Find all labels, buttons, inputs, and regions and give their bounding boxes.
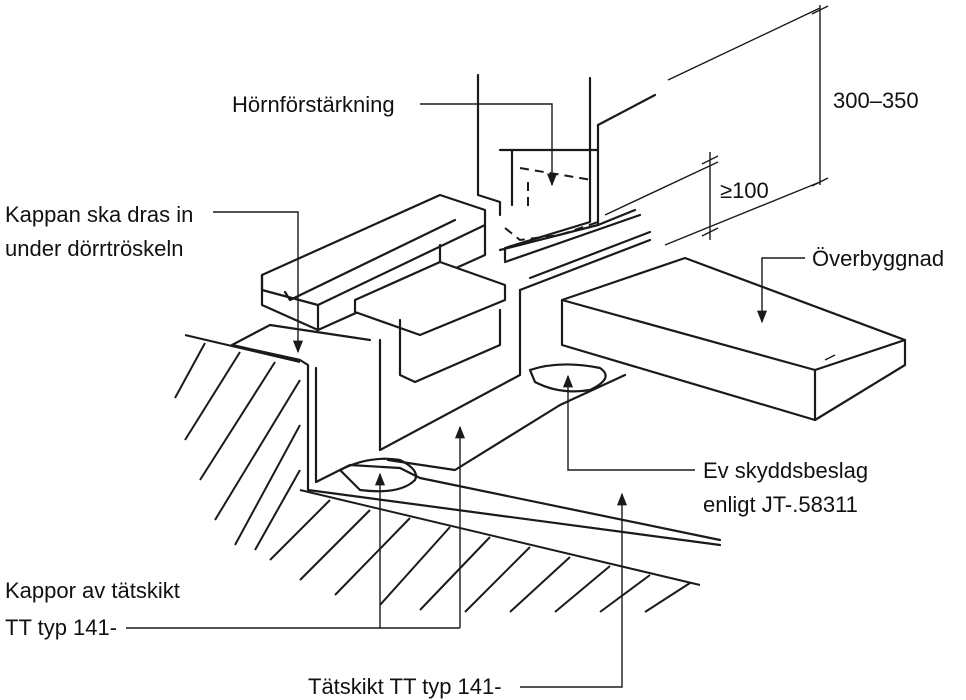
label-hornforstarkning: Hörnförstärkning (232, 92, 395, 117)
label-kappan-line1: Kappan ska dras in (5, 202, 193, 227)
wall-corner (476, 73, 657, 292)
door-threshold (260, 193, 507, 384)
label-skyddsbeslag-line2: enligt JT-.58311 (703, 492, 858, 517)
label-tatskikt: Tätskikt TT typ 141- (308, 674, 502, 699)
label-kappor-line1: Kappor av tätskikt (5, 578, 180, 603)
leader-tatskikt (520, 492, 628, 688)
ground-hatching-left (174, 334, 301, 551)
dimension-300-350 (664, 5, 829, 246)
label-kappor-line2: TT typ 141- (5, 615, 117, 640)
label-skyddsbeslag-line1: Ev skyddsbeslag (703, 458, 868, 483)
label-kappan-line2: under dörrtröskeln (5, 236, 184, 261)
membrane-trench (230, 288, 722, 547)
label-overbyggnad: Överbyggnad (812, 246, 944, 271)
leader-kappan (213, 211, 304, 354)
label-dim-100: ≥100 (720, 178, 769, 203)
leader-skyddsbeslag (562, 374, 695, 471)
leader-kappor (126, 425, 466, 629)
leader-overbyggnad (756, 257, 805, 324)
leader-hornforstarkning (420, 103, 558, 187)
dimension-100 (604, 152, 719, 240)
label-dim-300-350: 300–350 (833, 88, 919, 113)
superstructure-block (560, 256, 907, 422)
ground-hatching-bottom (269, 489, 701, 613)
